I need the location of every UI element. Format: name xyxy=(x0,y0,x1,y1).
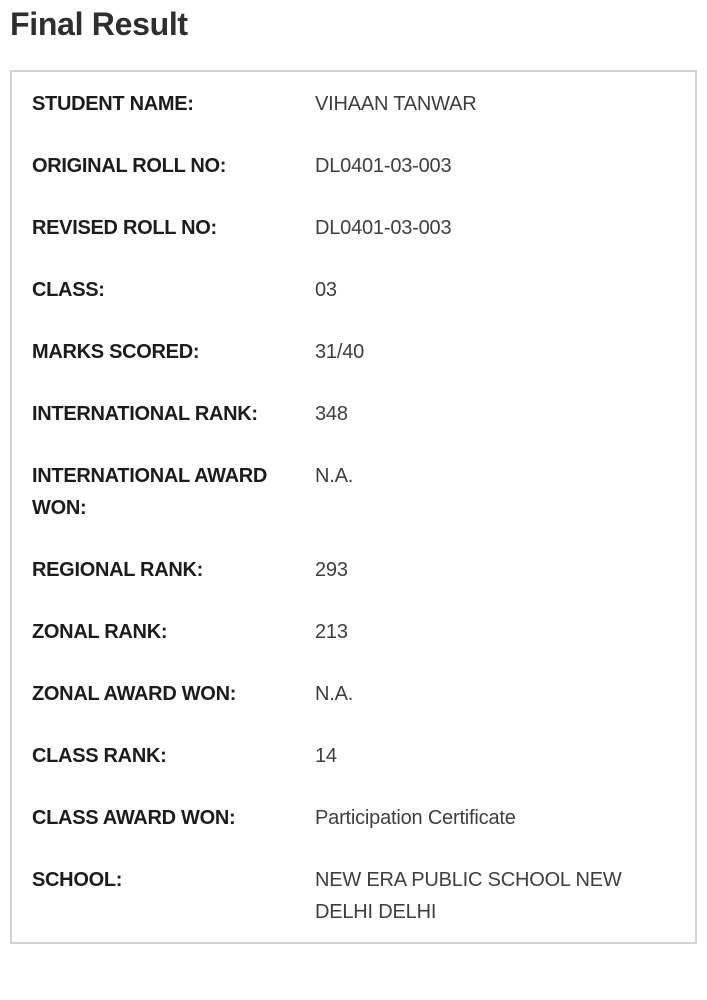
row-school: SCHOOL: NEW ERA PUBLIC SCHOOL NEW DELHI … xyxy=(32,864,675,928)
page-title: Final Result xyxy=(10,6,188,42)
field-label: CLASS: xyxy=(32,279,105,301)
row-zonal-rank: ZONAL RANK: 213 xyxy=(32,616,675,648)
row-international-award-won: INTERNATIONAL AWARD WON: N.A. xyxy=(32,460,675,524)
field-label: SCHOOL: xyxy=(32,869,123,891)
field-label: REVISED ROLL NO: xyxy=(32,217,217,239)
field-label: ORIGINAL ROLL NO: xyxy=(32,155,227,177)
field-value: NEW ERA PUBLIC SCHOOL NEW DELHI DELHI xyxy=(315,869,622,923)
field-value: 14 xyxy=(315,745,337,767)
field-value: DL0401-03-003 xyxy=(315,217,452,239)
row-student-name: STUDENT NAME: VIHAAN TANWAR xyxy=(32,88,675,120)
row-marks-scored: MARKS SCORED: 31/40 xyxy=(32,336,675,368)
field-value: VIHAAN TANWAR xyxy=(315,93,477,115)
row-class-award-won: CLASS AWARD WON: Participation Certifica… xyxy=(32,802,675,834)
field-value: Participation Certificate xyxy=(315,807,516,829)
field-value: N.A. xyxy=(315,683,354,705)
field-label: CLASS AWARD WON: xyxy=(32,807,236,829)
field-value: DL0401-03-003 xyxy=(315,155,452,177)
field-value: 03 xyxy=(315,279,337,301)
row-international-rank: INTERNATIONAL RANK: 348 xyxy=(32,398,675,430)
field-label: REGIONAL RANK: xyxy=(32,559,203,581)
row-class-rank: CLASS RANK: 14 xyxy=(32,740,675,772)
field-label: MARKS SCORED: xyxy=(32,341,200,363)
field-label: ZONAL RANK: xyxy=(32,621,168,643)
field-label: INTERNATIONAL RANK: xyxy=(32,403,258,425)
row-original-roll-no: ORIGINAL ROLL NO: DL0401-03-003 xyxy=(32,150,675,182)
row-class: CLASS: 03 xyxy=(32,274,675,306)
row-zonal-award-won: ZONAL AWARD WON: N.A. xyxy=(32,678,675,710)
field-value: 348 xyxy=(315,403,348,425)
field-label: CLASS RANK: xyxy=(32,745,167,767)
field-value: 293 xyxy=(315,559,348,581)
field-value: 31/40 xyxy=(315,341,365,363)
field-label: STUDENT NAME: xyxy=(32,93,194,115)
field-value: N.A. xyxy=(315,465,354,487)
final-result-page: Final Result STUDENT NAME: VIHAAN TANWAR… xyxy=(10,6,697,944)
row-regional-rank: REGIONAL RANK: 293 xyxy=(32,554,675,586)
field-value: 213 xyxy=(315,621,348,643)
field-label: INTERNATIONAL AWARD WON: xyxy=(32,465,268,519)
result-card: STUDENT NAME: VIHAAN TANWAR ORIGINAL ROL… xyxy=(10,70,697,944)
field-label: ZONAL AWARD WON: xyxy=(32,683,237,705)
row-revised-roll-no: REVISED ROLL NO: DL0401-03-003 xyxy=(32,212,675,244)
